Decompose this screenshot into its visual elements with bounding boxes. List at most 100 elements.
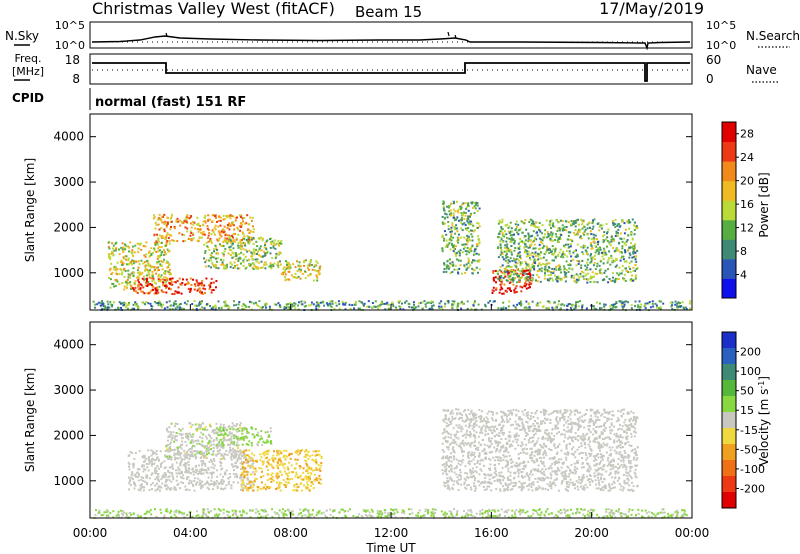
data-point (632, 248, 635, 251)
data-point (590, 253, 592, 256)
data-point (291, 477, 294, 480)
data-point (510, 278, 513, 281)
data-point (609, 468, 612, 471)
data-point (231, 215, 233, 217)
data-point (128, 454, 131, 457)
data-point (232, 252, 235, 255)
data-point (634, 300, 637, 303)
data-point (256, 245, 259, 248)
data-point (173, 440, 176, 443)
data-point (624, 251, 627, 254)
data-point (478, 241, 481, 244)
data-point (186, 471, 189, 474)
data-point (543, 253, 546, 256)
data-point (622, 277, 624, 280)
data-point (269, 252, 272, 255)
data-point (250, 473, 253, 476)
data-point (296, 450, 299, 453)
data-point (441, 236, 444, 239)
data-point (124, 244, 127, 247)
data-point (229, 239, 232, 242)
data-point (138, 273, 141, 276)
data-point (155, 272, 158, 275)
data-point (176, 423, 179, 425)
data-point (582, 246, 585, 249)
data-point (238, 301, 241, 304)
data-point (260, 467, 263, 470)
data-point (466, 240, 469, 243)
data-point (178, 308, 181, 311)
data-point (226, 237, 229, 240)
data-point (624, 260, 626, 263)
data-point (460, 216, 463, 219)
data-point (252, 262, 255, 265)
data-point (212, 447, 215, 449)
data-point (147, 272, 150, 274)
data-point (293, 302, 296, 305)
data-point (527, 279, 530, 282)
data-point (581, 227, 584, 230)
data-point (246, 473, 249, 476)
data-point (570, 431, 573, 433)
data-point (200, 431, 203, 434)
data-point (213, 484, 216, 487)
data-point (134, 483, 137, 486)
data-point (183, 458, 186, 461)
data-point (201, 428, 204, 431)
data-point (542, 437, 545, 440)
data-point (306, 469, 309, 472)
data-point (207, 218, 210, 221)
data-point (221, 262, 224, 265)
data-point (210, 252, 213, 255)
data-point (252, 482, 255, 485)
data-point (299, 270, 302, 273)
data-point (131, 307, 134, 310)
data-point (306, 464, 309, 467)
data-point (380, 301, 383, 304)
data-point (198, 452, 201, 455)
data-point (615, 249, 618, 252)
data-point (284, 462, 287, 465)
data-point (611, 260, 614, 263)
data-point (284, 486, 287, 488)
data-point (233, 442, 236, 445)
data-point (531, 251, 534, 254)
data-point (515, 220, 518, 223)
data-point (449, 237, 452, 240)
data-point (624, 279, 627, 282)
data-point (603, 444, 606, 446)
data-point (205, 277, 208, 280)
data-point (160, 227, 163, 230)
data-point (165, 243, 168, 246)
data-point (243, 426, 246, 429)
data-point (546, 231, 549, 233)
data-point (203, 446, 206, 449)
data-point (103, 308, 106, 311)
data-point (488, 478, 491, 481)
data-point (141, 301, 144, 304)
data-point (285, 449, 288, 452)
data-point (215, 437, 218, 440)
data-point (499, 253, 502, 256)
data-point (122, 246, 124, 249)
data-point (133, 307, 136, 310)
data-point (294, 266, 297, 269)
data-point (272, 265, 275, 268)
data-point (132, 245, 134, 248)
data-point (179, 487, 181, 490)
data-point (450, 263, 453, 266)
data-point (219, 224, 222, 227)
data-point (156, 243, 159, 246)
data-point (248, 249, 251, 252)
data-point (572, 304, 575, 307)
data-point (180, 220, 183, 223)
data-point (571, 481, 574, 484)
data-point (195, 308, 198, 310)
data-point (463, 236, 466, 239)
data-point (492, 300, 495, 303)
data-point (480, 458, 483, 461)
data-point (154, 301, 156, 303)
data-point (522, 486, 525, 489)
data-point (508, 300, 511, 303)
data-point (250, 426, 253, 429)
